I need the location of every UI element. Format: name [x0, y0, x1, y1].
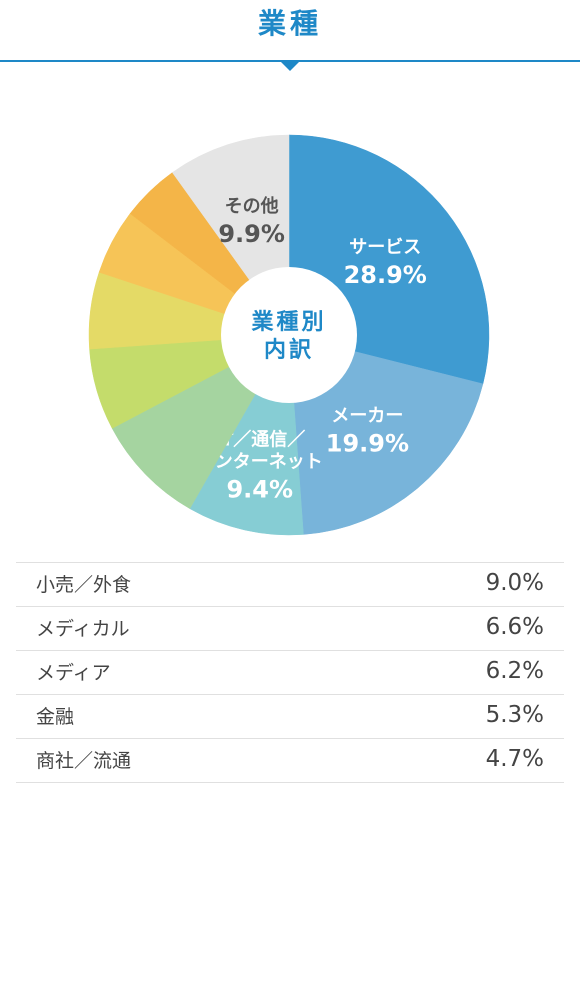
list-item-value: 6.2% [485, 658, 544, 684]
center-label: 業種別 [251, 310, 326, 335]
slice-label: インターネット [197, 452, 323, 473]
list-item: メディア 6.2% [16, 651, 564, 695]
caret-down-icon [281, 62, 299, 71]
list-item: 金融 5.3% [16, 695, 564, 739]
list-item-value: 9.0% [485, 570, 544, 596]
slice-value: 9.4% [226, 476, 293, 504]
pie-slice [288, 334, 484, 535]
section-header: 業種 [0, 0, 580, 71]
industry-breakdown-list: 小売／外食 9.0% メディカル 6.6% メディア 6.2% 金融 5.3% … [16, 562, 564, 783]
slice-value: 28.9% [344, 261, 427, 289]
list-item-label: 金融 [36, 706, 75, 728]
list-item: メディカル 6.6% [16, 607, 564, 651]
list-item: 小売／外食 9.0% [16, 563, 564, 607]
header-divider [0, 60, 580, 62]
list-item-label: メディア [36, 662, 111, 684]
center-label: 内訳 [264, 337, 314, 363]
slice-value: 9.9% [218, 220, 285, 248]
slice-label: サービス [349, 237, 421, 258]
industry-pie-chart: サービス 28.9% メーカー 19.9% IT／通信／インターネット 9.4% その他 9.… [88, 134, 490, 536]
slice-value: 19.9% [326, 429, 409, 457]
list-item-value: 5.3% [485, 702, 544, 728]
list-item-value: 6.6% [485, 614, 544, 640]
list-item-label: 小売／外食 [36, 574, 132, 596]
slice-label: メーカー [331, 405, 403, 426]
slice-label: その他 [225, 195, 279, 217]
list-item-label: 商社／流通 [36, 750, 132, 772]
slice-label: IT／通信／ [214, 429, 305, 451]
section-title: 業種 [257, 7, 322, 40]
list-item-label: メディカル [36, 618, 130, 640]
list-item: 商社／流通 4.7% [16, 739, 564, 783]
donut-center [221, 267, 357, 403]
list-item-value: 4.7% [485, 746, 544, 772]
